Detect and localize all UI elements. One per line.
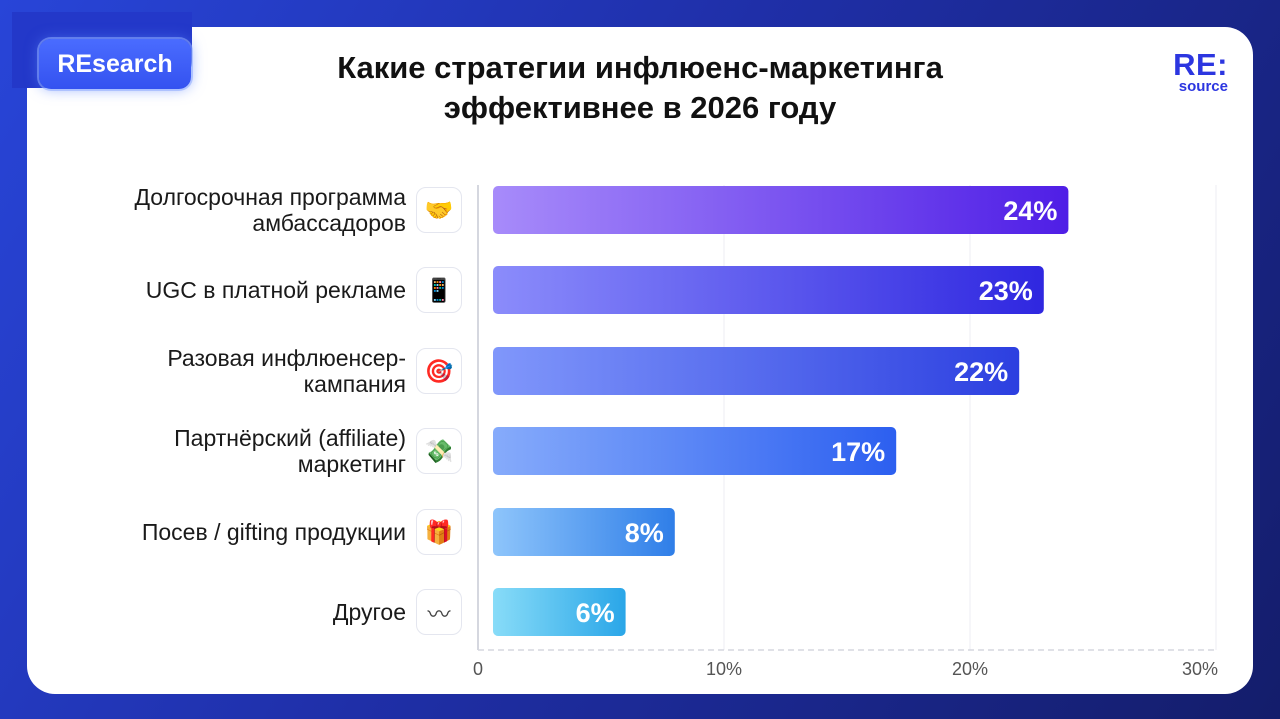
x-tick-label: 10% bbox=[706, 659, 742, 679]
bar-value-label: 6% bbox=[576, 598, 615, 628]
bar-value-label: 24% bbox=[1003, 196, 1057, 226]
research-badge: REsearch bbox=[39, 39, 191, 89]
brand-logo: RE: source bbox=[1173, 47, 1228, 95]
tick-layer: 0 10% 20% 30% bbox=[473, 659, 1218, 679]
bar bbox=[493, 588, 626, 636]
category-label: Посев / gifting продукции bbox=[141, 519, 406, 545]
bar bbox=[493, 347, 1020, 395]
gift-icon: 🎁 bbox=[416, 509, 462, 555]
badge-corner: REsearch bbox=[12, 12, 192, 89]
target-icon: 🎯 bbox=[416, 348, 462, 394]
x-tick-label: 30% bbox=[1182, 659, 1218, 679]
chart-title-line-2: эффективнее в 2026 году bbox=[443, 90, 837, 125]
x-tick-label: 0 bbox=[473, 659, 483, 679]
bar-layer: 24% 23% 22% 17% 8% 6% bbox=[493, 186, 1069, 636]
category-label: Другое bbox=[332, 599, 406, 625]
category-label: Разовая инфлюенсер- кампания bbox=[167, 345, 406, 397]
category-label: UGC в платной рекламе bbox=[145, 277, 406, 303]
bar bbox=[493, 508, 675, 556]
chart-title: Какие стратегии инфлюенс-маркетинга эффе… bbox=[200, 48, 1080, 128]
x-tick-label: 20% bbox=[952, 659, 988, 679]
logo-main-text: RE: bbox=[1173, 47, 1228, 82]
bar-value-label: 23% bbox=[979, 276, 1033, 306]
grid-layer bbox=[477, 185, 1217, 651]
phone-icon: 📱 bbox=[416, 267, 462, 313]
money-icon: 💸 bbox=[416, 428, 462, 474]
bar bbox=[493, 427, 897, 475]
logo-sub-text: source bbox=[1178, 78, 1228, 95]
category-label: Партнёрский (affiliate) маркетинг bbox=[174, 425, 406, 477]
chart-title-line-1: Какие стратегии инфлюенс-маркетинга bbox=[337, 50, 943, 85]
bar bbox=[493, 266, 1044, 314]
wave-icon: 〰 bbox=[416, 589, 462, 635]
bar-value-label: 8% bbox=[625, 518, 664, 548]
bar-value-label: 22% bbox=[954, 357, 1008, 387]
bar-value-label: 17% bbox=[831, 437, 885, 467]
bar bbox=[493, 186, 1069, 234]
handshake-icon: 🤝 bbox=[416, 187, 462, 233]
category-label: Долгосрочная программа амбассадоров bbox=[134, 184, 406, 236]
